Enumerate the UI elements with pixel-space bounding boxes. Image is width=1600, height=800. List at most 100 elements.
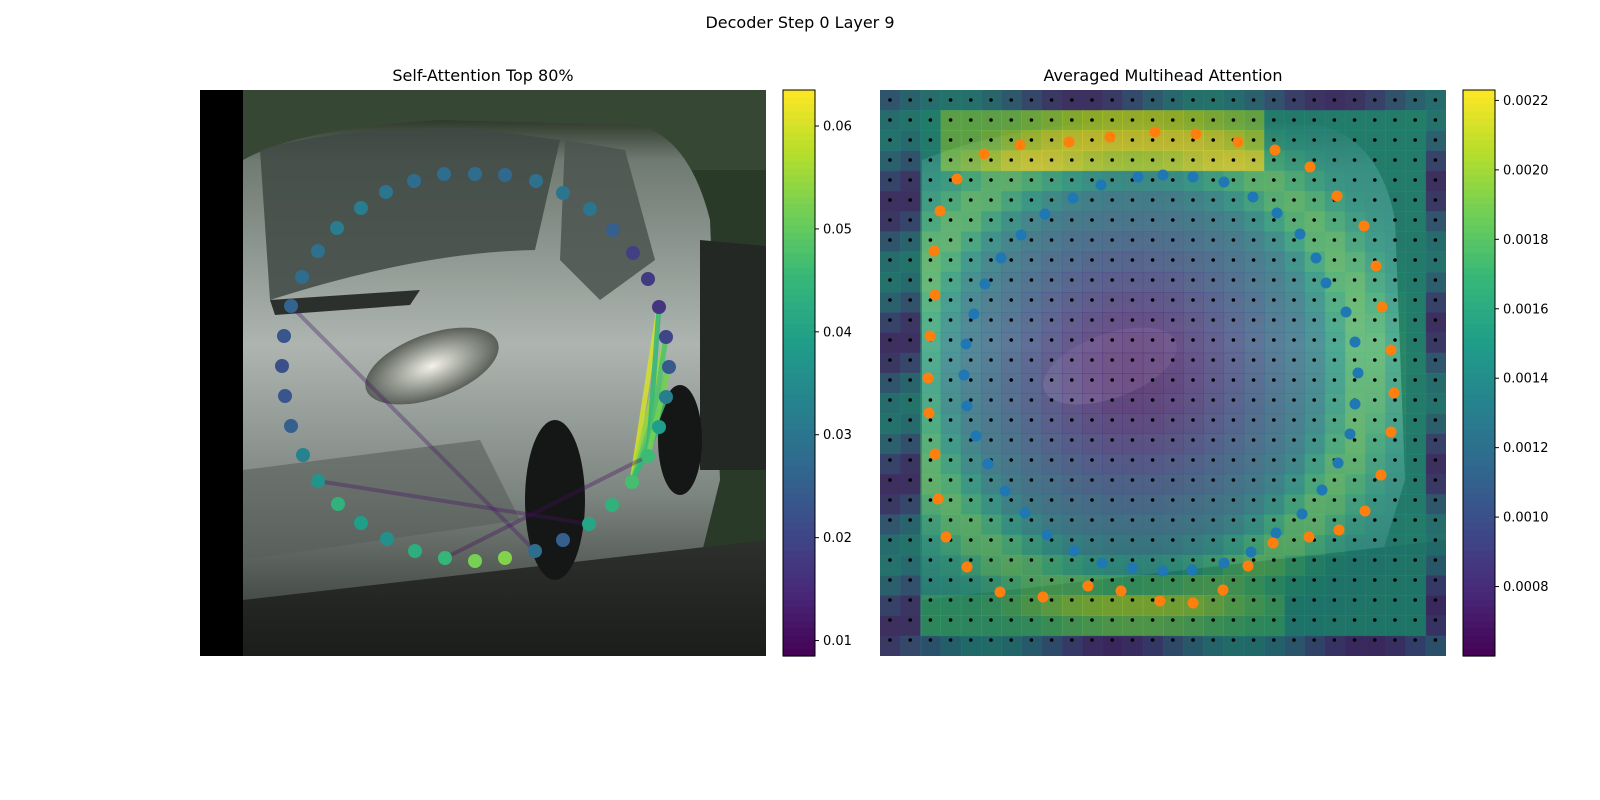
grid-dot (1292, 318, 1296, 322)
grid-dot (1352, 298, 1357, 302)
right-colorbar-gradient-segment (1463, 365, 1495, 374)
heatmap-cell (1122, 251, 1144, 273)
grid-dot (948, 438, 953, 442)
heatmap-cell (1324, 332, 1346, 354)
grid-dot (1150, 538, 1155, 542)
inner-point (961, 400, 973, 412)
inner-point (1271, 207, 1283, 219)
heatmap-cell (1304, 413, 1326, 435)
heatmap-cell (1163, 312, 1184, 333)
grid-dot (948, 178, 953, 182)
grid-dot (928, 258, 933, 262)
grid-dot (1433, 498, 1438, 502)
grid-dot (948, 498, 953, 502)
heatmap-cell (1102, 231, 1123, 253)
heatmap-cell (940, 231, 962, 253)
grid-dot (1272, 238, 1276, 242)
query-point (277, 329, 291, 343)
grid-dot (1292, 138, 1296, 142)
heatmap-cell (1365, 373, 1386, 394)
grid-dot (1352, 458, 1357, 462)
grid-dot (1292, 598, 1296, 602)
grid-dot (1251, 618, 1256, 622)
left-colorbar-gradient-segment (783, 266, 815, 275)
query-point (625, 475, 639, 489)
grid-dot (908, 358, 912, 362)
right-colorbar-gradient-segment (1463, 648, 1495, 657)
grid-dot (989, 178, 993, 182)
multihead-attention-plot (880, 90, 1446, 656)
inner-point (1218, 176, 1230, 188)
grid-dot (1029, 338, 1034, 342)
heatmap-cell (1223, 393, 1245, 414)
grid-dot (1009, 198, 1013, 202)
grid-dot (1211, 198, 1215, 202)
heatmap-cell (1243, 312, 1265, 333)
grid-dot (1070, 218, 1074, 222)
heatmap-cell (900, 373, 921, 394)
grid-dot (1433, 258, 1438, 262)
heatmap-cell (1142, 494, 1164, 515)
left-colorbar-gradient-segment (783, 330, 815, 339)
heatmap-cell (1163, 534, 1184, 556)
grid-dot (1312, 278, 1316, 282)
grid-dot (1292, 298, 1296, 302)
grid-dot (1191, 638, 1195, 642)
right-colorbar: 0.00080.00100.00120.00140.00160.00180.00… (1462, 89, 1549, 657)
grid-dot (1433, 278, 1438, 282)
grid-dot (1332, 178, 1337, 182)
grid-dot (1413, 218, 1417, 222)
right-colorbar-gradient-segment (1463, 599, 1495, 608)
left-colorbar-gradient-segment (783, 238, 815, 247)
heatmap-cell (900, 292, 921, 313)
grid-dot (1231, 618, 1236, 622)
heatmap-cell (1223, 271, 1245, 293)
left-colorbar-gradient-segment (783, 507, 815, 516)
query-point (379, 185, 393, 199)
outer-point (1082, 580, 1094, 592)
outer-point (1385, 426, 1397, 438)
grid-dot (1070, 558, 1074, 562)
grid-dot (1393, 98, 1397, 102)
heatmap-cell (1304, 352, 1326, 374)
query-point (468, 554, 482, 568)
right-colorbar-gradient-segment (1463, 90, 1495, 98)
heatmap-cell (1425, 413, 1446, 435)
grid-dot (1070, 278, 1074, 282)
right-colorbar-tick-label: 0.0022 (1503, 94, 1549, 109)
grid-dot (1150, 98, 1155, 102)
heatmap-cell (1243, 635, 1265, 656)
heatmap-cell (1001, 352, 1022, 374)
heatmap-cell (940, 413, 962, 435)
van-photo (200, 90, 766, 656)
inner-point (1067, 192, 1079, 204)
grid-dot (969, 518, 973, 522)
grid-dot (1272, 458, 1276, 462)
inner-point (982, 458, 994, 470)
grid-dot (1171, 158, 1175, 162)
grid-dot (1373, 478, 1377, 482)
right-colorbar-gradient-segment (1463, 252, 1495, 261)
left-colorbar-gradient-segment (783, 351, 815, 360)
heatmap-cell (1082, 251, 1103, 273)
heatmap-cell (1183, 251, 1204, 273)
grid-dot (1211, 458, 1215, 462)
grid-dot (1211, 378, 1215, 382)
grid-dot (1130, 338, 1135, 342)
outer-point (1242, 560, 1254, 572)
grid-dot (1413, 398, 1417, 402)
grid-dot (1191, 578, 1195, 582)
grid-dot (1332, 298, 1337, 302)
grid-dot (1292, 618, 1296, 622)
heatmap-cell (1183, 312, 1204, 333)
grid-dot (989, 138, 993, 142)
grid-dot (1373, 398, 1377, 402)
grid-dot (1191, 538, 1195, 542)
grid-dot (1433, 518, 1438, 522)
grid-dot (989, 98, 993, 102)
grid-dot (1231, 238, 1236, 242)
query-point (284, 299, 298, 313)
grid-dot (1150, 318, 1155, 322)
grid-dot (1110, 198, 1114, 202)
heatmap-cell (1304, 514, 1326, 536)
